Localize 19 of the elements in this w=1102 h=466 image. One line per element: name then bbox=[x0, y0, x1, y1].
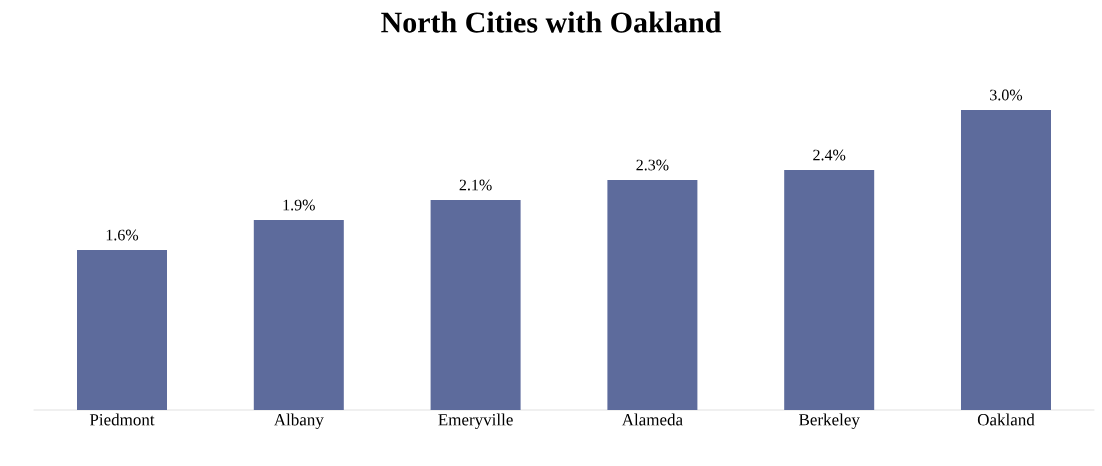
data-label: 1.6% bbox=[106, 229, 139, 241]
data-label: 1.9% bbox=[283, 199, 315, 211]
x-tick-label: Piedmont bbox=[89, 413, 155, 426]
data-label: 2.3% bbox=[636, 159, 669, 171]
x-tick-label: Albany bbox=[273, 413, 324, 429]
x-tick-label: Alameda bbox=[621, 413, 683, 426]
bar bbox=[253, 220, 344, 410]
x-tick-label: Berkeley bbox=[799, 413, 860, 429]
bar bbox=[430, 200, 521, 410]
x-tick-label: Emeryville bbox=[438, 413, 513, 429]
bar bbox=[607, 180, 698, 410]
chart-title: North Cities with Oakland bbox=[381, 11, 722, 33]
data-label: 2.4% bbox=[813, 149, 846, 161]
bar bbox=[784, 170, 875, 410]
data-label: 3.0% bbox=[990, 89, 1023, 101]
bar bbox=[960, 110, 1051, 410]
x-tick-label: Oakland bbox=[977, 413, 1035, 426]
bar bbox=[77, 250, 167, 410]
data-label: 2.1% bbox=[459, 179, 492, 191]
